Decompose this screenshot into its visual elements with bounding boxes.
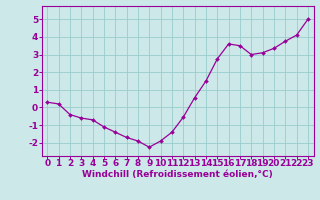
X-axis label: Windchill (Refroidissement éolien,°C): Windchill (Refroidissement éolien,°C) [82,170,273,179]
